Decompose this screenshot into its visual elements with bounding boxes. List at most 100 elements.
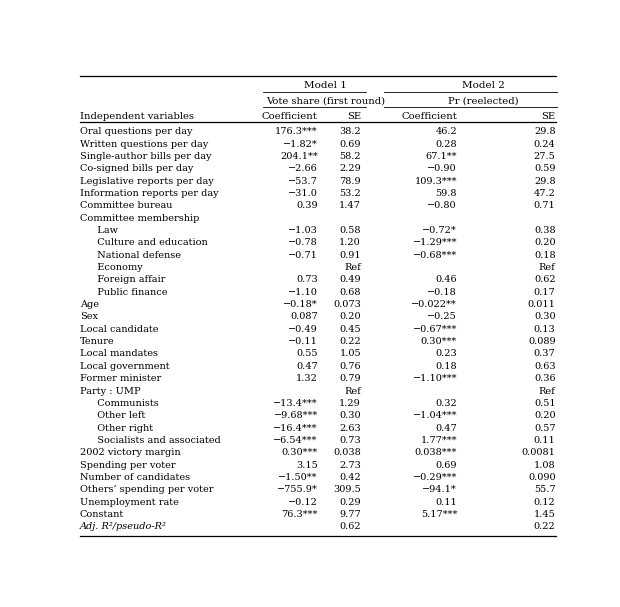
Text: 1.47: 1.47 xyxy=(339,202,361,211)
Text: 0.20: 0.20 xyxy=(534,239,556,248)
Text: −94.1*: −94.1* xyxy=(422,485,457,494)
Text: −0.29***: −0.29*** xyxy=(413,473,457,482)
Text: 0.13: 0.13 xyxy=(534,325,556,334)
Text: Local candidate: Local candidate xyxy=(80,325,158,334)
Text: Other left: Other left xyxy=(91,411,145,420)
Text: 0.073: 0.073 xyxy=(333,300,361,309)
Text: 0.62: 0.62 xyxy=(534,276,556,285)
Text: −1.03: −1.03 xyxy=(288,226,317,235)
Text: −6.54***: −6.54*** xyxy=(273,436,317,445)
Text: 0.30: 0.30 xyxy=(339,411,361,420)
Text: 0.18: 0.18 xyxy=(435,362,457,371)
Text: 29.8: 29.8 xyxy=(534,177,556,186)
Text: 0.76: 0.76 xyxy=(339,362,361,371)
Text: −16.4***: −16.4*** xyxy=(273,424,317,433)
Text: 0.37: 0.37 xyxy=(534,350,556,359)
Text: Model 2: Model 2 xyxy=(462,81,505,90)
Text: 204.1**: 204.1** xyxy=(280,152,317,161)
Text: 1.45: 1.45 xyxy=(534,510,556,519)
Text: −0.78: −0.78 xyxy=(288,239,317,248)
Text: 0.038***: 0.038*** xyxy=(415,448,457,457)
Text: 0.18: 0.18 xyxy=(534,251,556,260)
Text: Culture and education: Culture and education xyxy=(91,239,208,248)
Text: −0.72*: −0.72* xyxy=(422,226,457,235)
Text: SE: SE xyxy=(541,112,556,121)
Text: Former minister: Former minister xyxy=(80,374,161,383)
Text: Socialists and associated: Socialists and associated xyxy=(91,436,221,445)
Text: −0.022**: −0.022** xyxy=(411,300,457,309)
Text: Sex: Sex xyxy=(80,313,98,322)
Text: Tenure: Tenure xyxy=(80,337,115,346)
Text: −2.66: −2.66 xyxy=(288,164,317,174)
Text: −0.71: −0.71 xyxy=(288,251,317,260)
Text: Law: Law xyxy=(91,226,118,235)
Text: 0.30: 0.30 xyxy=(534,313,556,322)
Text: 1.29: 1.29 xyxy=(339,399,361,408)
Text: 0.91: 0.91 xyxy=(339,251,361,260)
Text: Oral questions per day: Oral questions per day xyxy=(80,127,192,137)
Text: 2.73: 2.73 xyxy=(339,461,361,470)
Text: Local government: Local government xyxy=(80,362,169,371)
Text: 0.090: 0.090 xyxy=(528,473,556,482)
Text: 0.23: 0.23 xyxy=(435,350,457,359)
Text: 59.8: 59.8 xyxy=(436,189,457,198)
Text: 78.9: 78.9 xyxy=(339,177,361,186)
Text: −1.82*: −1.82* xyxy=(283,140,317,149)
Text: 0.24: 0.24 xyxy=(534,140,556,149)
Text: −0.12: −0.12 xyxy=(288,498,317,507)
Text: 0.73: 0.73 xyxy=(296,276,317,285)
Text: Ref: Ref xyxy=(539,263,556,272)
Text: 0.69: 0.69 xyxy=(436,461,457,470)
Text: −0.18*: −0.18* xyxy=(283,300,317,309)
Text: 0.38: 0.38 xyxy=(534,226,556,235)
Text: 0.73: 0.73 xyxy=(339,436,361,445)
Text: Foreign affair: Foreign affair xyxy=(91,276,166,285)
Text: 0.11: 0.11 xyxy=(534,436,556,445)
Text: 0.22: 0.22 xyxy=(534,522,556,531)
Text: 0.11: 0.11 xyxy=(435,498,457,507)
Text: 67.1**: 67.1** xyxy=(425,152,457,161)
Text: 0.28: 0.28 xyxy=(435,140,457,149)
Text: 0.58: 0.58 xyxy=(340,226,361,235)
Text: 0.68: 0.68 xyxy=(340,288,361,297)
Text: 0.20: 0.20 xyxy=(339,313,361,322)
Text: Unemployment rate: Unemployment rate xyxy=(80,498,179,507)
Text: 2.29: 2.29 xyxy=(339,164,361,174)
Text: −1.29***: −1.29*** xyxy=(412,239,457,248)
Text: Communists: Communists xyxy=(91,399,159,408)
Text: 3.15: 3.15 xyxy=(296,461,317,470)
Text: Written questions per day: Written questions per day xyxy=(80,140,208,149)
Text: Ref: Ref xyxy=(344,263,361,272)
Text: SE: SE xyxy=(347,112,361,121)
Text: 0.089: 0.089 xyxy=(528,337,556,346)
Text: 0.47: 0.47 xyxy=(435,424,457,433)
Text: −0.68***: −0.68*** xyxy=(413,251,457,260)
Text: Legislative reports per day: Legislative reports per day xyxy=(80,177,214,186)
Text: 38.2: 38.2 xyxy=(339,127,361,137)
Text: 0.12: 0.12 xyxy=(534,498,556,507)
Text: Economy: Economy xyxy=(91,263,143,272)
Text: −1.10: −1.10 xyxy=(288,288,317,297)
Text: Constant: Constant xyxy=(80,510,124,519)
Text: Pr (reelected): Pr (reelected) xyxy=(448,97,519,106)
Text: −0.80: −0.80 xyxy=(427,202,457,211)
Text: 76.3***: 76.3*** xyxy=(281,510,317,519)
Text: 0.45: 0.45 xyxy=(339,325,361,334)
Text: 176.3***: 176.3*** xyxy=(275,127,317,137)
Text: −0.90: −0.90 xyxy=(427,164,457,174)
Text: 1.32: 1.32 xyxy=(296,374,317,383)
Text: −0.18: −0.18 xyxy=(427,288,457,297)
Text: 109.3***: 109.3*** xyxy=(415,177,457,186)
Text: 309.5: 309.5 xyxy=(333,485,361,494)
Text: 0.087: 0.087 xyxy=(290,313,317,322)
Text: 0.59: 0.59 xyxy=(534,164,556,174)
Text: 29.8: 29.8 xyxy=(534,127,556,137)
Text: Ref: Ref xyxy=(539,387,556,396)
Text: 0.038: 0.038 xyxy=(333,448,361,457)
Text: 0.22: 0.22 xyxy=(339,337,361,346)
Text: −9.68***: −9.68*** xyxy=(273,411,317,420)
Text: 0.55: 0.55 xyxy=(296,350,317,359)
Text: 0.32: 0.32 xyxy=(435,399,457,408)
Text: 1.08: 1.08 xyxy=(534,461,556,470)
Text: 0.42: 0.42 xyxy=(339,473,361,482)
